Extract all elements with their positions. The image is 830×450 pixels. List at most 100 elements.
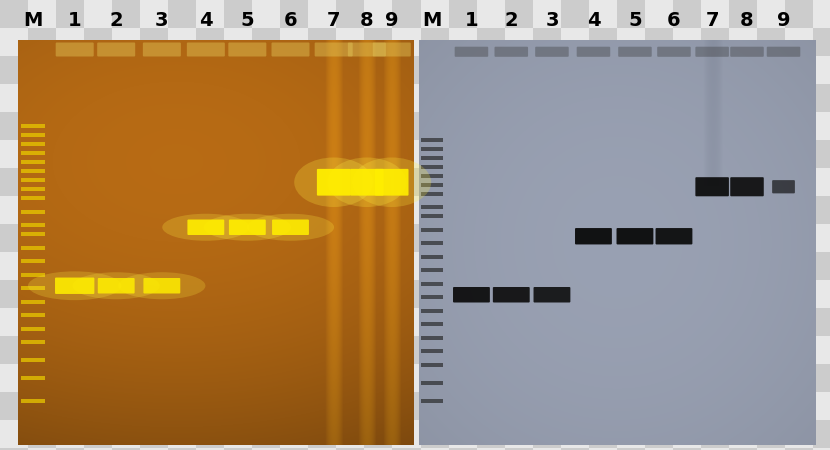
- Bar: [22, 232, 45, 236]
- Bar: [421, 205, 442, 209]
- FancyBboxPatch shape: [730, 47, 764, 57]
- Bar: [22, 196, 45, 200]
- FancyBboxPatch shape: [696, 177, 729, 196]
- FancyBboxPatch shape: [187, 42, 225, 57]
- Bar: [421, 349, 442, 353]
- Bar: [22, 223, 45, 227]
- Text: M: M: [23, 11, 43, 30]
- Bar: [421, 268, 442, 272]
- FancyBboxPatch shape: [495, 47, 528, 57]
- Text: 7: 7: [327, 11, 340, 30]
- Ellipse shape: [352, 158, 432, 207]
- Ellipse shape: [163, 214, 250, 241]
- FancyBboxPatch shape: [317, 169, 350, 196]
- Text: 8: 8: [360, 11, 374, 30]
- Text: 4: 4: [587, 11, 600, 30]
- Bar: [421, 241, 442, 245]
- Text: 5: 5: [241, 11, 254, 30]
- Bar: [22, 286, 45, 290]
- Ellipse shape: [118, 272, 206, 299]
- Bar: [22, 160, 45, 164]
- FancyBboxPatch shape: [577, 47, 610, 57]
- Bar: [421, 138, 442, 141]
- FancyBboxPatch shape: [696, 47, 729, 57]
- Bar: [22, 376, 45, 380]
- Bar: [421, 174, 442, 177]
- Text: 3: 3: [545, 11, 559, 30]
- FancyBboxPatch shape: [730, 177, 764, 196]
- FancyBboxPatch shape: [575, 228, 612, 244]
- FancyBboxPatch shape: [772, 180, 795, 194]
- Ellipse shape: [327, 158, 407, 207]
- Ellipse shape: [28, 271, 121, 300]
- FancyBboxPatch shape: [535, 47, 569, 57]
- Text: M: M: [422, 11, 442, 30]
- FancyBboxPatch shape: [229, 220, 266, 235]
- FancyBboxPatch shape: [618, 47, 652, 57]
- Bar: [421, 156, 442, 159]
- Bar: [22, 327, 45, 330]
- FancyBboxPatch shape: [144, 278, 180, 293]
- Text: 9: 9: [385, 11, 398, 30]
- FancyBboxPatch shape: [493, 287, 530, 302]
- Bar: [421, 214, 442, 218]
- FancyBboxPatch shape: [143, 42, 181, 57]
- Text: 1: 1: [465, 11, 478, 30]
- Text: 5: 5: [628, 11, 642, 30]
- FancyBboxPatch shape: [56, 42, 94, 57]
- Bar: [421, 336, 442, 339]
- Text: 2: 2: [505, 11, 518, 30]
- Text: 6: 6: [284, 11, 297, 30]
- FancyBboxPatch shape: [534, 287, 570, 302]
- Text: 6: 6: [667, 11, 681, 30]
- Bar: [421, 282, 442, 285]
- Text: 2: 2: [110, 11, 123, 30]
- FancyBboxPatch shape: [656, 228, 692, 244]
- Bar: [421, 322, 442, 326]
- FancyBboxPatch shape: [271, 42, 310, 57]
- Text: 9: 9: [777, 11, 790, 30]
- Bar: [22, 178, 45, 182]
- FancyBboxPatch shape: [188, 220, 224, 235]
- FancyBboxPatch shape: [350, 169, 383, 196]
- Bar: [421, 228, 442, 231]
- Bar: [22, 142, 45, 146]
- Bar: [22, 259, 45, 263]
- Bar: [22, 169, 45, 173]
- FancyBboxPatch shape: [55, 278, 95, 294]
- FancyBboxPatch shape: [373, 42, 411, 57]
- FancyBboxPatch shape: [228, 42, 266, 57]
- Bar: [421, 399, 442, 402]
- FancyBboxPatch shape: [767, 47, 800, 57]
- Bar: [421, 183, 442, 186]
- Ellipse shape: [73, 272, 160, 299]
- FancyBboxPatch shape: [97, 42, 135, 57]
- Bar: [22, 246, 45, 249]
- FancyBboxPatch shape: [272, 220, 309, 235]
- Bar: [22, 124, 45, 128]
- Bar: [22, 313, 45, 317]
- Bar: [22, 300, 45, 303]
- FancyBboxPatch shape: [98, 278, 134, 293]
- FancyBboxPatch shape: [617, 228, 653, 244]
- Bar: [22, 340, 45, 344]
- Ellipse shape: [247, 214, 334, 241]
- FancyBboxPatch shape: [657, 47, 691, 57]
- FancyBboxPatch shape: [315, 42, 353, 57]
- Bar: [22, 273, 45, 276]
- Text: 8: 8: [740, 11, 754, 30]
- Text: 4: 4: [199, 11, 212, 30]
- Bar: [421, 309, 442, 312]
- Bar: [22, 187, 45, 191]
- FancyBboxPatch shape: [455, 47, 488, 57]
- Bar: [421, 147, 442, 150]
- Bar: [421, 255, 442, 258]
- FancyBboxPatch shape: [453, 287, 490, 302]
- Bar: [22, 133, 45, 137]
- Bar: [421, 192, 442, 195]
- FancyBboxPatch shape: [348, 42, 386, 57]
- Ellipse shape: [204, 214, 291, 241]
- Text: 3: 3: [155, 11, 168, 30]
- Bar: [421, 295, 442, 299]
- Bar: [22, 358, 45, 362]
